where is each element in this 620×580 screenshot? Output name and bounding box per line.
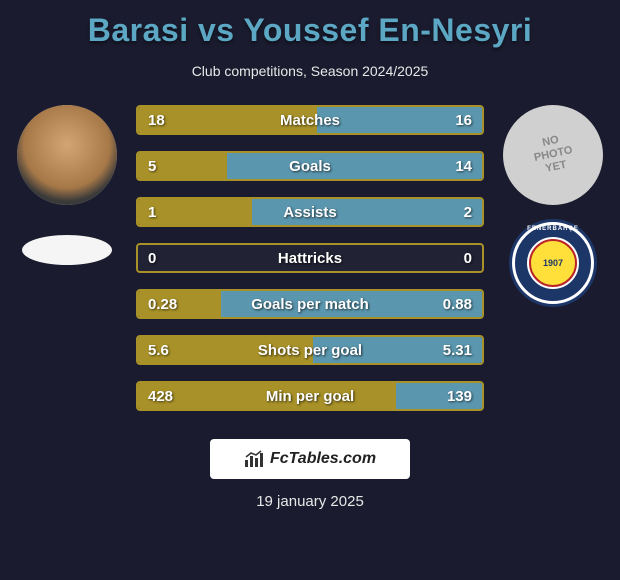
stat-row: 0.280.88Goals per match <box>136 289 484 319</box>
right-player-column: NOPHOTOYET FENERBAHÇE 1907 <box>492 105 614 427</box>
stat-row: 428139Min per goal <box>136 381 484 411</box>
stat-label: Shots per goal <box>138 342 482 359</box>
stat-row: 514Goals <box>136 151 484 181</box>
comparison-subtitle: Club competitions, Season 2024/2025 <box>0 63 620 79</box>
badge-inner: 1907 <box>529 239 577 287</box>
comparison-title: Barasi vs Youssef En-Nesyri <box>0 0 620 49</box>
snapshot-date: 19 january 2025 <box>0 493 620 510</box>
stat-label: Goals per match <box>138 296 482 313</box>
fenerbahce-badge: FENERBAHÇE 1907 <box>509 219 597 307</box>
stat-row: 5.65.31Shots per goal <box>136 335 484 365</box>
badge-year: 1907 <box>543 258 563 268</box>
stats-column: 1816Matches 514Goals 12Assists 00Hattricks 0… <box>128 105 492 427</box>
comparison-body: 1816Matches 514Goals 12Assists 00Hattricks 0… <box>0 105 620 427</box>
badge-club-text: FENERBAHÇE <box>512 226 594 232</box>
stat-row: 12Assists <box>136 197 484 227</box>
left-club-placeholder <box>22 235 112 265</box>
chart-icon <box>244 450 264 468</box>
no-photo-label: NOPHOTOYET <box>530 132 576 179</box>
footer-brand-text: FcTables.com <box>270 450 376 468</box>
stat-label: Matches <box>138 112 482 129</box>
stat-row: 00Hattricks <box>136 243 484 273</box>
stat-label: Hattricks <box>138 250 482 267</box>
right-club-logo: FENERBAHÇE 1907 <box>509 219 597 307</box>
fctables-logo: FcTables.com <box>210 439 410 479</box>
stat-row: 1816Matches <box>136 105 484 135</box>
stat-label: Goals <box>138 158 482 175</box>
stat-label: Min per goal <box>138 388 482 405</box>
stat-label: Assists <box>138 204 482 221</box>
right-player-avatar: NOPHOTOYET <box>503 105 603 205</box>
left-player-avatar <box>17 105 117 205</box>
left-player-photo <box>17 105 117 205</box>
left-player-column <box>6 105 128 427</box>
